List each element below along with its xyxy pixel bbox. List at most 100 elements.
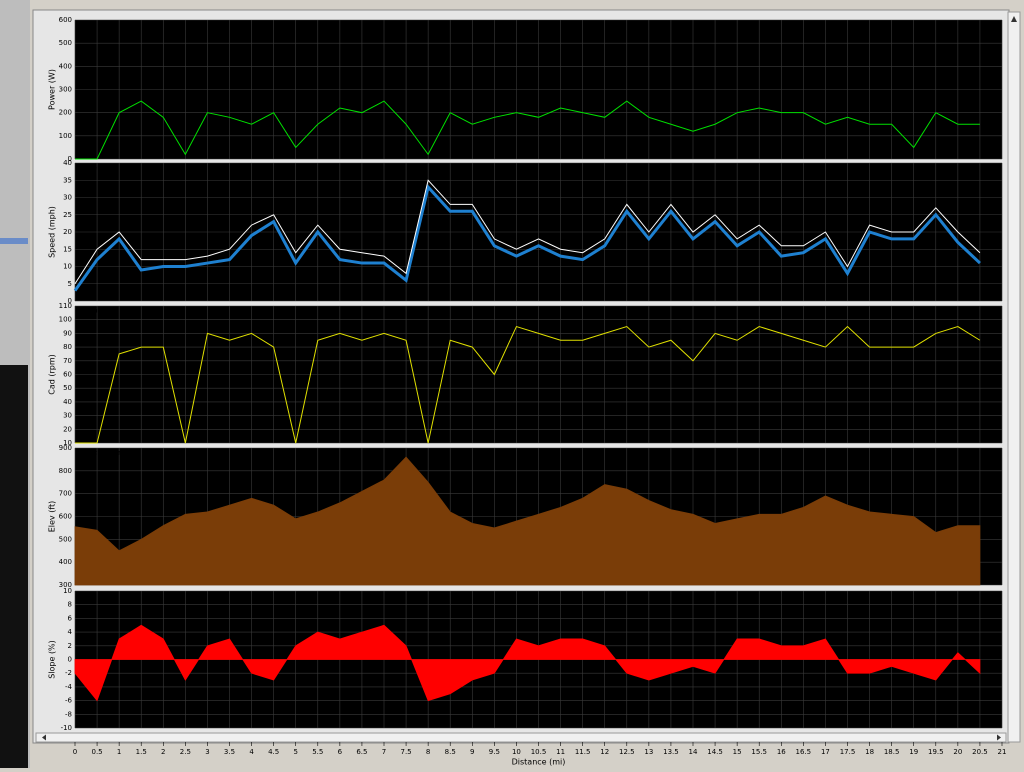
x-tick-label: 13.5 — [663, 748, 679, 756]
x-tick-label: 0 — [73, 748, 77, 756]
x-tick-label: 11 — [556, 748, 565, 756]
series-area — [74, 456, 981, 586]
y-tick-label: 8 — [68, 601, 72, 609]
x-tick-label: 4.5 — [268, 748, 279, 756]
legend-entry: Drafting — [78, 308, 106, 315]
x-tick-label: 6 — [338, 748, 343, 756]
y-axis-label: Cad (rpm) — [48, 354, 57, 395]
series-line — [74, 179, 981, 285]
x-tick-label: 18.5 — [884, 748, 900, 756]
y-tick-label: 300 — [59, 581, 72, 589]
x-tick-label: 11.5 — [575, 748, 591, 756]
x-tick-label: 7 — [382, 748, 386, 756]
legend-entry: Wheel — [78, 165, 99, 172]
x-tick-label: 12 — [600, 748, 609, 756]
y-tick-label: 60 — [63, 371, 72, 379]
y-tick-label: 30 — [63, 412, 72, 420]
y-tick-label: 50 — [63, 384, 72, 392]
y-tick-label: -4 — [65, 683, 73, 691]
y-tick-label: 110 — [59, 302, 72, 310]
y-tick-label: 40 — [63, 159, 72, 167]
x-tick-label: 15.5 — [751, 748, 767, 756]
x-tick-label: 6.5 — [356, 748, 367, 756]
x-tick-label: 8 — [426, 748, 430, 756]
x-tick-label: 4 — [249, 748, 254, 756]
y-tick-label: 10 — [63, 263, 72, 271]
y-tick-label: -2 — [65, 669, 72, 677]
left-pane-dark — [0, 365, 28, 768]
x-tick-label: 8.5 — [445, 748, 456, 756]
y-tick-label: 900 — [59, 444, 72, 452]
y-tick-label: 4 — [68, 628, 73, 636]
y-tick-label: 0 — [68, 155, 72, 163]
y-tick-label: 70 — [63, 357, 72, 365]
y-tick-label: 2 — [68, 642, 72, 650]
x-tick-label: 1 — [117, 748, 121, 756]
y-tick-label: 5 — [68, 280, 72, 288]
x-tick-label: 15 — [733, 748, 742, 756]
y-tick-label: 20 — [63, 425, 72, 433]
x-tick-label: 17.5 — [840, 748, 856, 756]
x-tick-label: 16 — [777, 748, 786, 756]
x-tick-label: 1.5 — [136, 748, 147, 756]
v-scrollbar[interactable] — [1007, 11, 1021, 743]
y-tick-label: -8 — [65, 710, 72, 718]
x-tick-label: 14.5 — [707, 748, 723, 756]
y-tick-label: 80 — [63, 343, 72, 351]
x-tick-label: 16.5 — [796, 748, 812, 756]
scroll-right-arrow[interactable] — [997, 734, 1001, 741]
legend-entry: Coasting — [78, 450, 108, 457]
x-tick-label: 19.5 — [928, 748, 944, 756]
y-tick-label: 700 — [59, 490, 72, 498]
series-line — [75, 325, 981, 444]
y-tick-label: 6 — [68, 614, 73, 622]
x-tick-label: 3 — [205, 748, 209, 756]
y-axis-label: Elev (ft) — [48, 501, 57, 533]
y-tick-label: -6 — [65, 697, 73, 705]
y-tick-label: 600 — [59, 16, 72, 24]
y-tick-label: 0 — [68, 656, 72, 664]
x-tick-label: 10 — [512, 748, 521, 756]
series-line — [75, 100, 980, 160]
x-tick-label: 18 — [865, 748, 874, 756]
x-tick-label: 3.5 — [224, 748, 235, 756]
y-tick-label: 100 — [59, 132, 72, 140]
y-tick-label: 500 — [59, 535, 72, 543]
y-tick-label: 25 — [63, 211, 72, 219]
y-tick-label: 400 — [59, 558, 72, 566]
y-axis-label: Speed (mph) — [48, 206, 57, 258]
x-tick-label: 5.5 — [312, 748, 323, 756]
y-tick-label: 15 — [63, 245, 72, 253]
y-tick-label: 10 — [63, 587, 72, 595]
y-tick-label: -10 — [61, 724, 72, 732]
x-tick-label: 12.5 — [619, 748, 635, 756]
x-tick-label: 2 — [161, 748, 165, 756]
legend-entry: Braking — [110, 450, 136, 457]
scroll-left-arrow[interactable] — [42, 734, 46, 741]
y-tick-label: 30 — [63, 194, 72, 202]
y-tick-label: 35 — [63, 176, 72, 184]
x-tick-label: 20 — [953, 748, 962, 756]
y-tick-label: 40 — [63, 398, 72, 406]
y-tick-label: 500 — [59, 39, 72, 47]
y-tick-label: 200 — [59, 109, 72, 117]
x-tick-label: 5 — [293, 748, 297, 756]
y-axis-label: Power (W) — [48, 69, 57, 110]
x-tick-label: 19 — [909, 748, 918, 756]
x-tick-label: 0.5 — [92, 748, 103, 756]
scroll-up-arrow[interactable] — [1011, 16, 1017, 22]
x-axis-label: Distance (mi) — [512, 758, 566, 767]
x-tick-label: 21 — [998, 748, 1007, 756]
x-tick-label: 20.5 — [972, 748, 988, 756]
y-tick-label: 20 — [63, 228, 72, 236]
y-tick-label: 300 — [59, 86, 72, 94]
y-tick-label: 100 — [59, 316, 72, 324]
left-pane-bar — [0, 238, 28, 244]
x-tick-label: 9.5 — [489, 748, 500, 756]
h-scrollbar[interactable] — [35, 732, 1007, 743]
x-tick-label: 7.5 — [401, 748, 412, 756]
y-tick-label: 10 — [63, 439, 72, 447]
x-tick-label: 10.5 — [531, 748, 547, 756]
x-tick-label: 13 — [644, 748, 653, 756]
